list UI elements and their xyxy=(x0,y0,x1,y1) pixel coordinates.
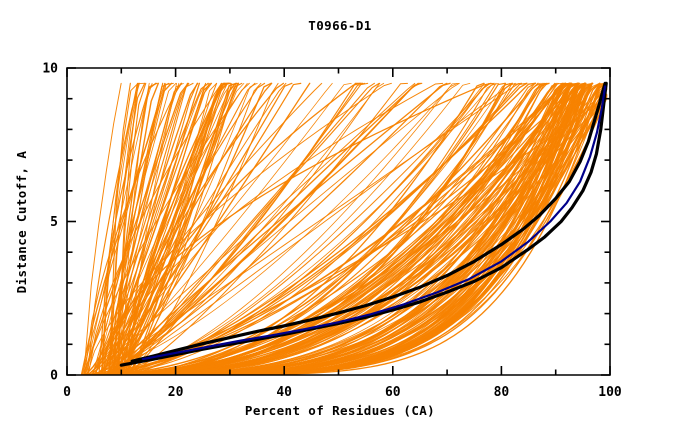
x-axis-label: Percent of Residues (CA) xyxy=(245,403,435,418)
prediction-curve xyxy=(126,82,231,375)
prediction-curve xyxy=(91,82,188,375)
prediction-curve xyxy=(103,82,421,375)
prediction-curve xyxy=(94,82,323,375)
prediction-curve xyxy=(90,82,490,375)
prediction-curve xyxy=(97,82,448,375)
prediction-curve xyxy=(80,82,173,375)
prediction-curve xyxy=(102,82,579,375)
prediction-curve xyxy=(92,82,174,375)
prediction-curve xyxy=(120,82,226,375)
prediction-curve xyxy=(107,82,287,375)
prediction-curve xyxy=(116,82,237,375)
prediction-curve xyxy=(113,82,375,375)
prediction-curve xyxy=(130,82,506,375)
series-best-model-upper xyxy=(130,81,607,363)
y-axis-label: Distance Cutoff, A xyxy=(14,151,29,294)
prediction-curve xyxy=(120,82,213,375)
prediction-curve xyxy=(87,82,223,375)
prediction-curve xyxy=(86,82,571,375)
x-tick-label: 20 xyxy=(168,385,184,400)
prediction-curve xyxy=(127,82,485,375)
prediction-curve xyxy=(109,82,182,375)
series-best-model-lower xyxy=(119,81,608,367)
series-reference-blue xyxy=(141,85,607,361)
prediction-curve xyxy=(127,82,225,375)
prediction-curve xyxy=(102,82,212,375)
prediction-curve xyxy=(116,82,209,375)
prediction-curve xyxy=(117,82,419,375)
prediction-curve xyxy=(82,82,189,375)
x-tick-label: 40 xyxy=(276,385,292,400)
prediction-curve xyxy=(83,82,183,375)
prediction-curve xyxy=(83,82,122,375)
x-tick-label: 80 xyxy=(494,385,510,400)
x-axis-ticks xyxy=(66,68,611,375)
prediction-curve xyxy=(118,82,217,375)
y-tick-label: 10 xyxy=(42,62,58,77)
prediction-curve xyxy=(111,88,608,375)
y-tick-label: 0 xyxy=(50,369,58,384)
x-tick-label: 0 xyxy=(63,385,71,400)
prediction-curve xyxy=(114,82,516,375)
prediction-curve xyxy=(124,82,285,375)
y-axis-ticks xyxy=(67,67,610,376)
prediction-curve xyxy=(84,82,153,375)
prediction-curve xyxy=(117,82,147,375)
prediction-curve xyxy=(108,82,146,375)
prediction-curve xyxy=(126,82,361,375)
x-axis-tick-labels: 0 20 40 60 80 100 xyxy=(63,385,622,400)
prediction-curve xyxy=(123,82,380,375)
y-axis-tick-labels: 0 5 10 xyxy=(42,62,58,384)
prediction-curve xyxy=(121,82,150,375)
prediction-curve xyxy=(86,82,392,375)
prediction-curve xyxy=(86,82,140,375)
prediction-curve xyxy=(91,89,608,375)
chart-title: T0966-D1 xyxy=(308,18,371,33)
prediction-curve xyxy=(125,82,539,375)
prediction-curve xyxy=(93,82,381,375)
reference-curves xyxy=(119,81,608,367)
prediction-curve xyxy=(109,82,494,375)
prediction-curve xyxy=(128,82,369,375)
y-tick-label: 5 xyxy=(50,215,58,230)
prediction-curve xyxy=(127,82,279,375)
prediction-curve xyxy=(117,82,273,375)
prediction-curve xyxy=(89,82,416,375)
x-tick-label: 60 xyxy=(385,385,401,400)
prediction-curve xyxy=(100,82,492,375)
prediction-curve xyxy=(87,82,333,375)
prediction-curve xyxy=(121,82,566,375)
x-tick-label: 100 xyxy=(598,385,622,400)
prediction-curve xyxy=(101,82,139,375)
prediction-curve xyxy=(115,82,180,375)
